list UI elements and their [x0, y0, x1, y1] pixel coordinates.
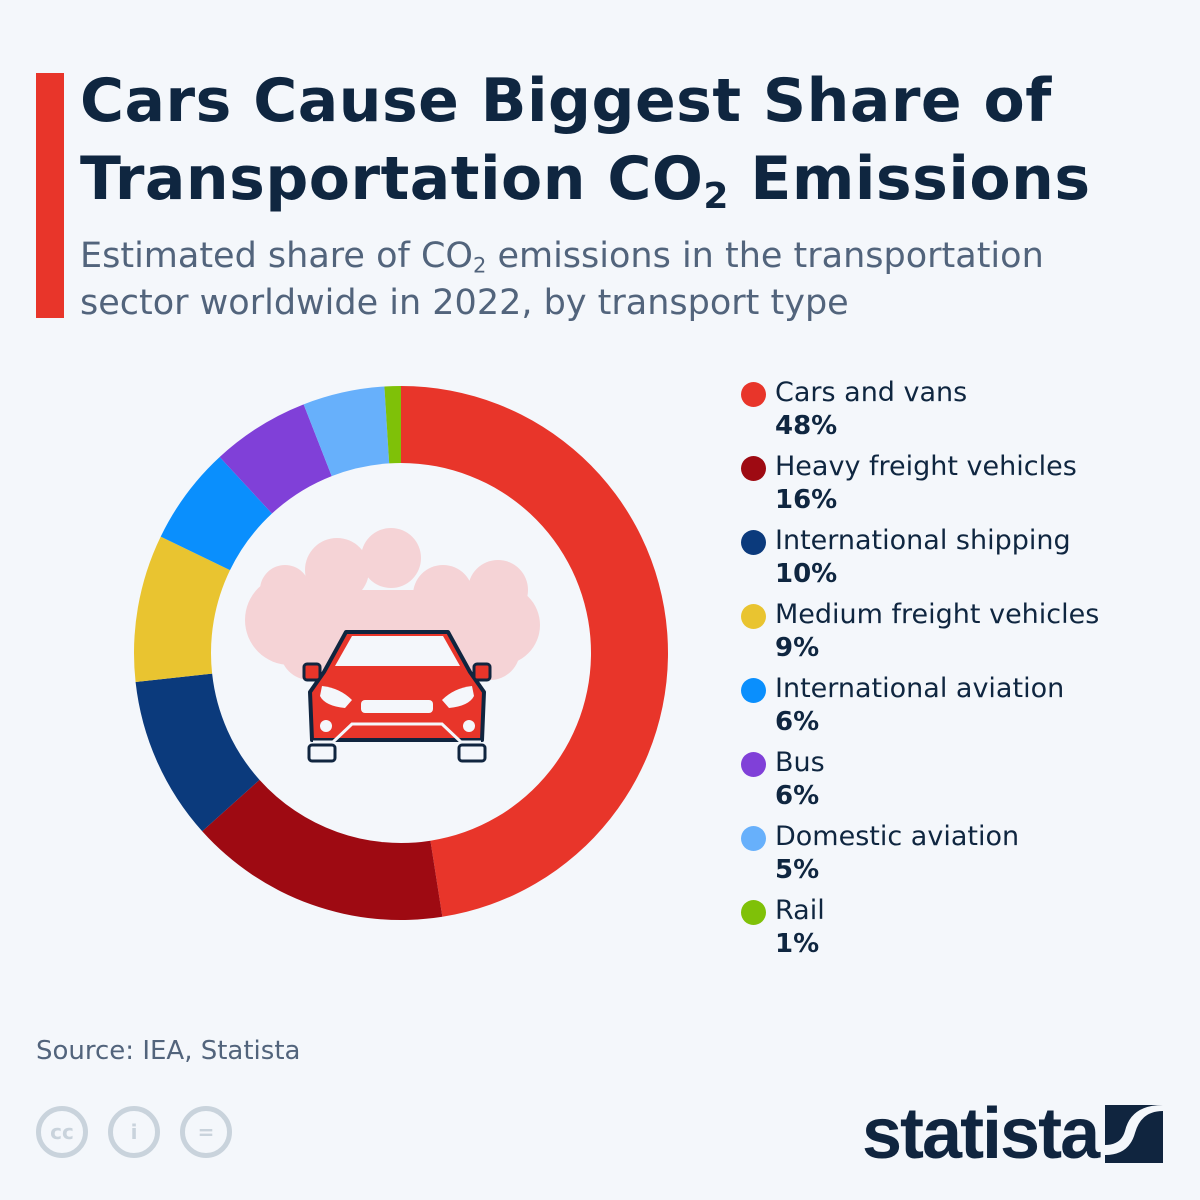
legend-item: International aviation 6% [741, 672, 1099, 746]
legend: Cars and vans 48% Heavy freight vehicles 16… [741, 376, 1099, 968]
donut-slice-domestic-aviation [303, 386, 390, 477]
donut-slice-rail [384, 386, 401, 464]
legend-item: Domestic aviation 5% [741, 820, 1099, 894]
legend-value: 6% [775, 781, 820, 811]
title-subscript: 2 [703, 176, 729, 217]
legend-label: Heavy freight vehicles [775, 451, 1077, 482]
legend-value: 16% [775, 485, 838, 515]
donut-slice-heavy-freight-vehicles [202, 779, 443, 920]
cc-icon: cc [36, 1106, 88, 1158]
statista-logo: statista [862, 1098, 1163, 1170]
donut-slice-international-shipping [135, 673, 260, 832]
legend-label: International aviation [775, 673, 1065, 704]
donut-slice-medium-freight-vehicles [133, 536, 230, 683]
legend-label: Bus [775, 747, 825, 778]
legend-item: Rail 1% [741, 894, 1099, 968]
legend-value: 10% [775, 559, 838, 589]
legend-item: Cars and vans 48% [741, 376, 1099, 450]
legend-value: 5% [775, 855, 820, 885]
car-with-smoke-cloud-icon [245, 528, 540, 763]
source-text: Source: IEA, Statista [36, 1036, 301, 1066]
no-derivatives-icon: = [180, 1106, 232, 1158]
legend-swatch [741, 678, 766, 703]
legend-value: 48% [775, 411, 838, 441]
title-line-2: Transportation CO2 Emissions [80, 140, 1180, 218]
subtitle-subscript: 2 [472, 253, 487, 278]
legend-swatch [741, 752, 766, 777]
legend-swatch [741, 382, 766, 407]
legend-label: International shipping [775, 525, 1071, 556]
subtitle-text: emissions in the transportation sector w… [80, 236, 1044, 323]
legend-swatch [741, 456, 766, 481]
legend-swatch [741, 900, 766, 925]
legend-value: 9% [775, 633, 820, 663]
legend-value: 6% [775, 707, 820, 737]
legend-swatch [741, 826, 766, 851]
legend-label: Rail [775, 895, 825, 926]
legend-swatch [741, 530, 766, 555]
legend-item: Heavy freight vehicles 16% [741, 450, 1099, 524]
accent-bar [36, 73, 64, 318]
legend-label: Medium freight vehicles [775, 599, 1100, 630]
statista-logo-mark-icon [1105, 1105, 1163, 1163]
attribution-icon: i [108, 1106, 160, 1158]
legend-label: Cars and vans [775, 377, 968, 408]
legend-swatch [741, 604, 766, 629]
legend-item: International shipping 10% [741, 524, 1099, 598]
title-text: Emissions [728, 144, 1091, 214]
subtitle-text: Estimated share of CO [80, 236, 473, 276]
page-title: Cars Cause Biggest Share of Transportati… [80, 62, 1180, 218]
legend-item: Medium freight vehicles 9% [741, 598, 1099, 672]
title-text: Transportation CO [80, 144, 704, 214]
title-line-1: Cars Cause Biggest Share of [80, 66, 1052, 136]
donut-slice-international-aviation [160, 457, 272, 571]
donut-slice-cars-and-vans [401, 386, 668, 917]
donut-slice-bus [219, 404, 332, 514]
subtitle: Estimated share of CO2 emissions in the … [80, 233, 1160, 327]
legend-value: 1% [775, 929, 820, 959]
legend-item: Bus 6% [741, 746, 1099, 820]
legend-label: Domestic aviation [775, 821, 1020, 852]
